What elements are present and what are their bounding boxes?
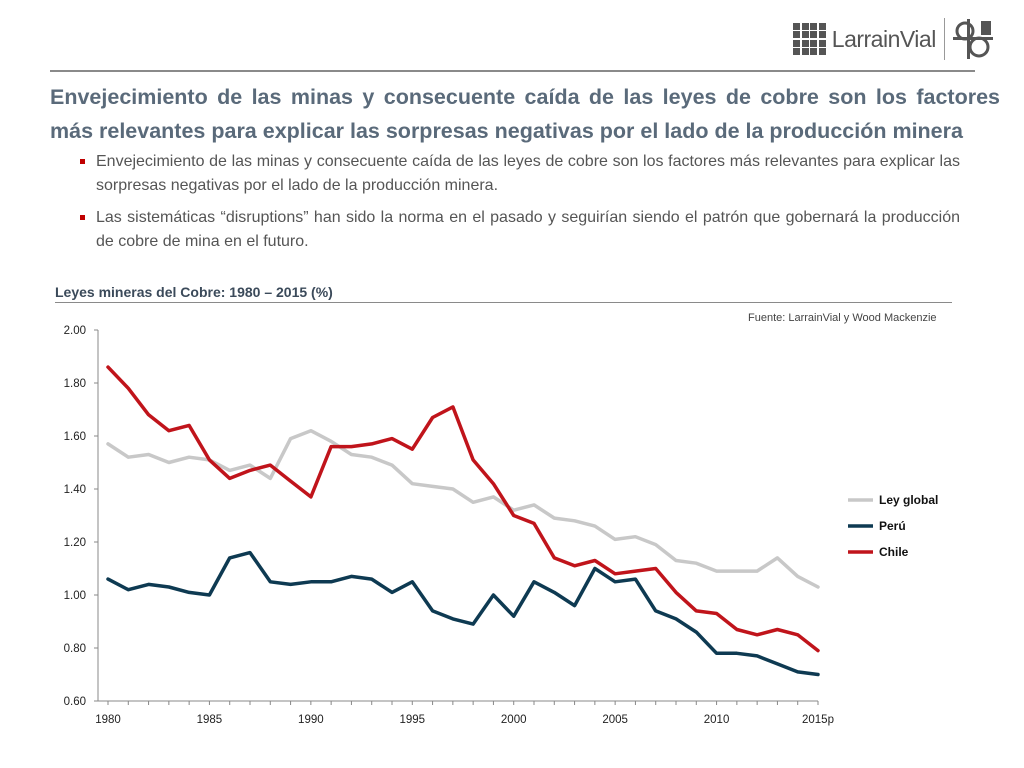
- x-tick-label: 2005: [602, 714, 628, 726]
- logo-grid-icon: [793, 22, 826, 56]
- header-divider: [50, 70, 975, 72]
- y-tick-label: 1.80: [64, 378, 86, 390]
- y-tick-label: 1.00: [64, 590, 86, 602]
- series-line-ley-global: [106, 428, 820, 589]
- x-tick-label: 1995: [399, 714, 425, 726]
- x-tick-label: 1990: [298, 714, 324, 726]
- chart-title: Leyes mineras del Cobre: 1980 – 2015 (%): [55, 284, 333, 300]
- bullet-square-icon: [80, 215, 85, 220]
- x-tick-label: 2010: [704, 714, 730, 726]
- brand-logo: LarrainVial: [793, 18, 993, 60]
- legend-label-ley-global: Ley global: [879, 493, 938, 507]
- x-tick-label: 1980: [95, 714, 121, 726]
- chart-title-divider: [55, 302, 952, 303]
- series-line-chile: [106, 365, 820, 653]
- y-tick-label: 2.00: [64, 325, 86, 337]
- x-tick-label: 2015p: [802, 714, 834, 726]
- y-tick-label: 1.40: [64, 484, 86, 496]
- y-tick-label: 1.20: [64, 537, 86, 549]
- brand-name: LarrainVial: [831, 25, 937, 52]
- y-tick-label: 0.80: [64, 643, 86, 655]
- bullet-text: Envejecimiento de las minas y consecuent…: [96, 153, 960, 194]
- legend-label-chile: Chile: [879, 545, 909, 559]
- x-tick-label: 1985: [197, 714, 223, 726]
- y-tick-label: 0.60: [64, 696, 86, 708]
- bullet-text: Las sistemáticas “disruptions” han sido …: [96, 209, 960, 250]
- bullet-list: Envejecimiento de las minas y consecuent…: [80, 150, 960, 262]
- legend-label-per-: Perú: [879, 519, 906, 533]
- bullet-square-icon: [80, 159, 85, 164]
- series-line-per-: [106, 550, 820, 677]
- bullet-item: Las sistemáticas “disruptions” han sido …: [80, 206, 960, 254]
- bullet-item: Envejecimiento de las minas y consecuent…: [80, 150, 960, 198]
- chart-source: Fuente: LarrainVial y Wood Mackenzie: [748, 312, 937, 324]
- logo-divider: [943, 18, 945, 60]
- slide-title: Envejecimiento de las minas y consecuent…: [50, 85, 1000, 143]
- y-tick-label: 1.60: [64, 431, 86, 443]
- ampersand-logo-icon: [952, 19, 993, 59]
- x-tick-label: 2000: [501, 714, 527, 726]
